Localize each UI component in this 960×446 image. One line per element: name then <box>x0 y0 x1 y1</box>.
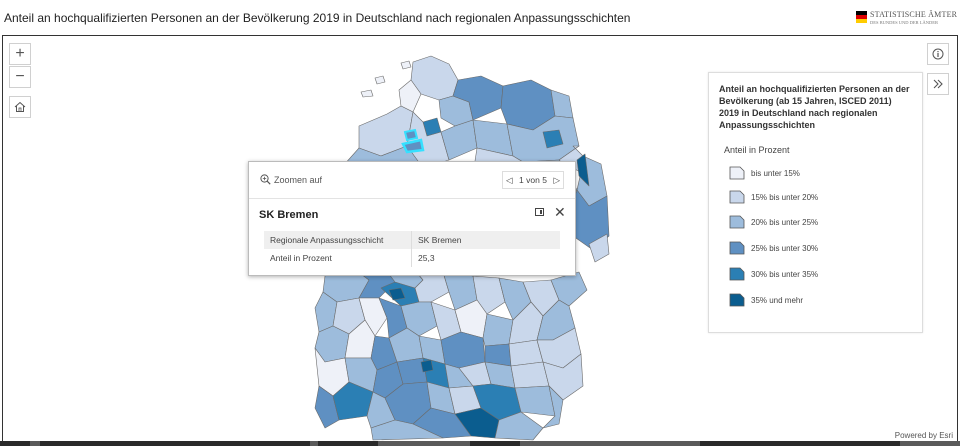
legend-item-label: 20% bis unter 25% <box>751 217 819 227</box>
logo-text-line1: STATISTISCHE ÄMTER <box>870 10 958 19</box>
legend-item: 35% und mehr <box>729 293 803 307</box>
legend-swatch <box>729 241 745 255</box>
pager-label: 1 von 5 <box>519 175 547 185</box>
legend-item-label: bis unter 15% <box>751 168 800 178</box>
page-title: Anteil an hochqualifizierten Personen an… <box>4 11 631 25</box>
legend-swatch <box>729 215 745 229</box>
feature-popup: Zoomen auf ◁ 1 von 5 ▷ SK Bremen ✕ Regio… <box>248 161 576 276</box>
legend-item-label: 25% bis unter 30% <box>751 243 819 253</box>
legend-item: 20% bis unter 25% <box>729 215 818 229</box>
legend-field-label: Anteil in Prozent <box>724 145 790 155</box>
statistische-aemter-logo: STATISTISCHE ÄMTER DES BUNDES UND DER LÄ… <box>856 9 957 29</box>
attribute-label: Anteil in Prozent <box>264 249 412 267</box>
legend-swatch <box>729 267 745 281</box>
window-bottom-bar <box>0 441 960 446</box>
legend-swatch <box>729 190 745 204</box>
zoom-magnifier-icon <box>260 174 271 185</box>
legend-swatch <box>729 166 745 180</box>
home-icon <box>14 101 26 112</box>
feature-pager: ◁ 1 von 5 ▷ <box>502 171 564 189</box>
dock-icon[interactable] <box>535 208 544 216</box>
legend-item: 15% bis unter 20% <box>729 190 818 204</box>
flag-icon <box>856 11 867 23</box>
zoom-in-button[interactable]: + <box>9 43 31 65</box>
legend-swatch <box>729 293 745 307</box>
legend-item: bis unter 15% <box>729 166 800 180</box>
popup-attribute-table: Regionale Anpassungsschicht SK Bremen An… <box>264 231 560 267</box>
previous-feature-icon[interactable]: ◁ <box>506 174 513 185</box>
logo-text-line2: DES BUNDES UND DER LÄNDER <box>870 20 939 25</box>
legend-item: 25% bis unter 30% <box>729 241 818 255</box>
legend-panel: Anteil an hochqualifizierten Personen an… <box>708 72 923 333</box>
legend-item-label: 30% bis unter 35% <box>751 269 819 279</box>
table-row: Anteil in Prozent 25,3 <box>264 249 560 267</box>
legend-item: 30% bis unter 35% <box>729 267 818 281</box>
legend-item-label: 15% bis unter 20% <box>751 192 819 202</box>
attribute-value: SK Bremen <box>411 231 560 249</box>
legend-item-label: 35% und mehr <box>751 295 804 305</box>
app-header: Anteil an hochqualifizierten Personen an… <box>0 0 960 34</box>
attribute-value: 25,3 <box>418 253 435 263</box>
attribute-label: Regionale Anpassungsschicht <box>264 231 412 249</box>
home-button[interactable] <box>9 96 31 118</box>
expand-legend-button[interactable] <box>927 73 949 95</box>
table-row: Regionale Anpassungsschicht SK Bremen <box>264 231 560 249</box>
next-feature-icon[interactable]: ▷ <box>553 174 560 185</box>
info-button[interactable] <box>927 43 949 65</box>
info-icon <box>932 48 944 60</box>
popup-title: SK Bremen <box>259 209 319 221</box>
close-icon[interactable]: ✕ <box>554 204 566 220</box>
esri-attribution[interactable]: Powered by Esri <box>894 431 953 440</box>
double-chevron-right-icon <box>933 79 943 89</box>
zoom-out-button[interactable]: − <box>9 66 31 88</box>
zoom-to-label: Zoomen auf <box>274 174 323 185</box>
legend-title: Anteil an hochqualifizierten Personen an… <box>719 84 910 130</box>
popup-toolbar: Zoomen auf ◁ 1 von 5 ▷ <box>249 162 575 199</box>
zoom-to-button[interactable]: Zoomen auf <box>260 174 322 185</box>
